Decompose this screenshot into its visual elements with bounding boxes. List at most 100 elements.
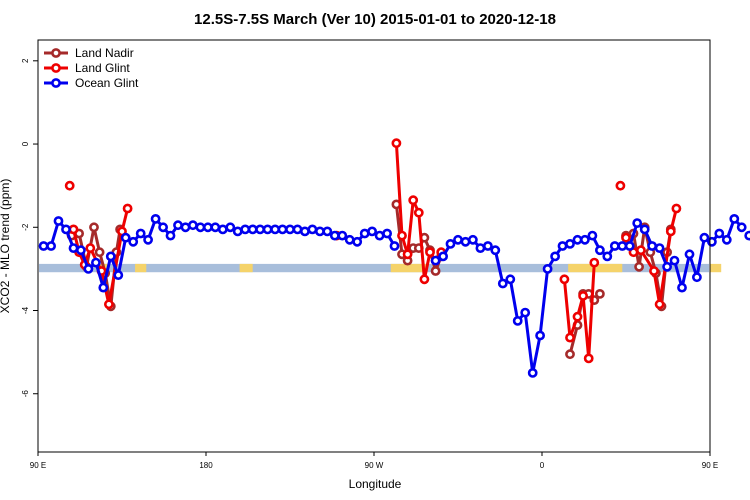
ocean-glint-point: [542, 263, 553, 274]
ocean-glint-point: [669, 255, 680, 266]
ocean-glint-point: [662, 261, 672, 272]
ocean-glint-point: [113, 270, 124, 280]
ocean-glint-point: [158, 222, 168, 233]
band-segment: [39, 263, 709, 273]
ocean-glint-point: [512, 315, 523, 326]
ocean-glint-point: [120, 232, 131, 243]
ocean-glint-point: [505, 274, 516, 285]
land-glint-point: [397, 230, 407, 241]
legend-swatch-marker: [51, 63, 61, 73]
ocean-glint-point: [654, 243, 665, 253]
ocean-glint-point: [277, 224, 288, 235]
ocean-glint-point: [647, 241, 657, 251]
legend-label: Land Nadir: [75, 46, 134, 60]
legend-swatch-marker: [51, 48, 61, 58]
y-tick-label: -2: [21, 223, 30, 231]
x-tick-label: 0: [540, 461, 545, 470]
ocean-glint-point: [165, 230, 176, 241]
ocean-glint-point: [453, 234, 463, 245]
land-glint-point: [583, 353, 594, 364]
ocean-glint-point: [105, 251, 116, 262]
ocean-glint-point: [322, 226, 333, 237]
land-glint-point: [565, 332, 575, 343]
x-tick-label: 90 E: [30, 461, 46, 470]
ocean-glint-point: [527, 367, 538, 378]
land-glint-point: [419, 274, 430, 285]
y-tick-label: 2: [21, 58, 30, 63]
ocean-glint-point: [609, 241, 620, 251]
series-layer: [38, 138, 750, 378]
y-tick-label: 0: [21, 141, 30, 146]
ocean-glint-point: [150, 213, 161, 224]
land-glint-point: [104, 299, 114, 310]
chart-title: 12.5S-7.5S March (Ver 10) 2015-01-01 to …: [194, 11, 556, 28]
ocean-glint-point: [91, 257, 101, 268]
land-glint-point: [649, 266, 659, 276]
land-nadir-point: [94, 247, 105, 258]
legend-item-ocean-glint: Ocean Glint: [44, 76, 139, 90]
ocean-glint-point: [352, 236, 363, 247]
ocean-glint-point: [482, 241, 493, 251]
ocean-glint-point: [535, 330, 545, 341]
land-glint-point: [671, 203, 682, 214]
ocean-glint-point: [210, 222, 221, 233]
land-glint-point: [654, 299, 665, 310]
land-glint-point: [64, 180, 75, 191]
x-tick-label: 180: [199, 461, 213, 470]
land-nadir-point: [634, 261, 644, 272]
land-glint-point: [391, 138, 402, 149]
ocean-glint-point: [195, 222, 206, 233]
ocean-glint-point: [143, 234, 153, 245]
x-tick-label: 90 W: [365, 461, 384, 470]
ocean-glint-point: [187, 220, 198, 231]
ocean-glint-point: [729, 213, 740, 224]
ocean-glint-point: [520, 307, 531, 318]
ocean-glint-point: [684, 249, 695, 260]
y-tick-label: -4: [21, 306, 30, 314]
ocean-glint-point: [374, 230, 385, 241]
series-ocean-glint: [38, 213, 750, 378]
ocean-glint-point: [632, 218, 643, 228]
ocean-glint-point: [430, 255, 441, 266]
band-highlight: [390, 263, 427, 273]
land-nadir-point: [89, 222, 99, 233]
ocean-glint-point: [128, 236, 139, 247]
ocean-glint-point: [602, 251, 613, 262]
ocean-glint-point: [677, 282, 687, 293]
ocean-glint-point: [98, 282, 109, 293]
ocean-glint-point: [61, 224, 71, 235]
land-nadir-point: [565, 349, 575, 360]
ocean-glint-point: [344, 234, 355, 245]
ocean-glint-point: [232, 226, 243, 237]
ocean-glint-point: [714, 228, 725, 239]
ocean-glint-point: [595, 245, 605, 256]
ocean-glint-point: [382, 228, 392, 239]
land-glint-point: [578, 290, 588, 301]
ocean-glint-point: [736, 222, 747, 233]
ocean-glint-point: [445, 238, 456, 249]
ocean-glint-point: [299, 226, 310, 237]
y-tick-label: -6: [21, 390, 30, 398]
x-tick-label: 90 E: [702, 461, 718, 470]
land-glint-point: [572, 311, 583, 322]
legend-item-land-glint: Land Glint: [44, 61, 130, 75]
ocean-glint-point: [225, 222, 236, 233]
ocean-glint-point: [699, 232, 710, 243]
land-glint-point: [68, 224, 79, 235]
ocean-glint-point: [624, 241, 635, 251]
ocean-glint-point: [292, 224, 303, 235]
band-highlight: [710, 263, 722, 273]
ocean-glint-point: [367, 226, 377, 237]
y-axis-label: XCO2 - MLO trend (ppm): [0, 179, 12, 314]
ocean-glint-point: [38, 241, 49, 251]
y-axis: -6 -4 -2 0 2: [21, 58, 38, 397]
land-glint-point: [402, 249, 413, 260]
ocean-glint-point: [475, 243, 486, 253]
ocean-glint-point: [557, 241, 568, 251]
land-glint-point: [636, 245, 646, 256]
land-glint-point: [615, 180, 626, 191]
ocean-glint-point: [135, 228, 146, 239]
ocean-glint-point: [497, 278, 508, 289]
ocean-glint-point: [83, 263, 94, 274]
